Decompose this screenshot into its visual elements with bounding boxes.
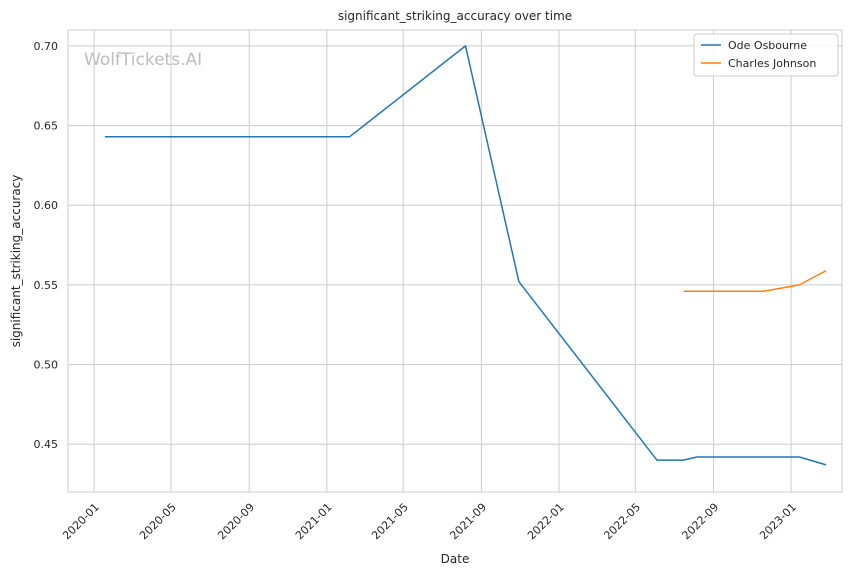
x-tick-label: 2020-01: [60, 501, 102, 543]
x-tick-label: 2021-01: [293, 501, 335, 543]
y-tick-label: 0.45: [34, 438, 59, 451]
series-lines: [104, 45, 827, 466]
series-line-1: [683, 269, 827, 293]
y-tick-label: 0.50: [34, 359, 59, 372]
x-tick-label: 2020-09: [215, 501, 257, 543]
legend: Ode Osbourne Charles Johnson: [693, 33, 839, 77]
y-tick-label: 0.65: [34, 120, 59, 133]
y-axis-label: significant_striking_accuracy: [9, 175, 23, 348]
y-tick-label: 0.70: [34, 40, 59, 53]
x-tick-label: 2022-09: [680, 501, 722, 543]
legend-box: [693, 33, 839, 77]
y-tick-label: 0.55: [34, 279, 59, 292]
x-tick-label: 2022-05: [601, 501, 643, 543]
x-axis-label: Date: [441, 552, 470, 566]
series-line-0: [104, 45, 827, 466]
x-tick-label: 2021-09: [447, 501, 489, 543]
grid-lines: [68, 30, 842, 492]
legend-label-1: Charles Johnson: [728, 57, 816, 70]
x-axis-ticks: 2020-01 2020-05 2020-09 2021-01 2021-05 2021-…: [60, 501, 799, 543]
plot-area: [67, 29, 843, 493]
y-tick-label: 0.60: [34, 199, 59, 212]
chart-title: significant_striking_accuracy over time: [338, 9, 572, 23]
y-axis-ticks: 0.45 0.50 0.55 0.60 0.65 0.70: [34, 40, 59, 451]
legend-label-0: Ode Osbourne: [728, 39, 807, 52]
x-tick-label: 2022-01: [525, 501, 567, 543]
x-tick-label: 2023-01: [757, 501, 799, 543]
x-tick-label: 2020-05: [137, 501, 179, 543]
watermark: WolfTickets.AI: [84, 50, 202, 70]
x-tick-label: 2021-05: [369, 501, 411, 543]
